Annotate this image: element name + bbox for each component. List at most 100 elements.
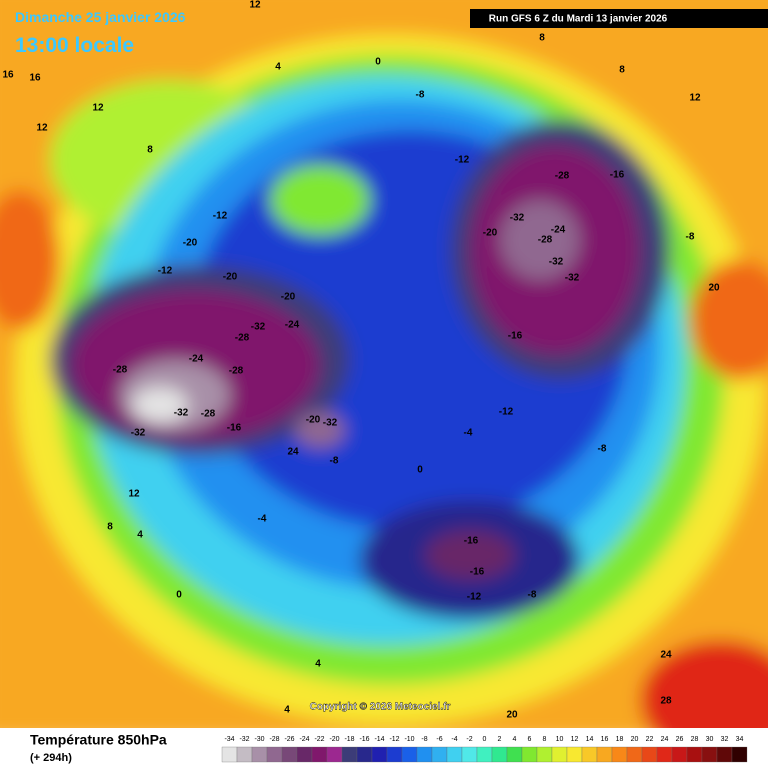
scale-label: -2: [466, 736, 472, 743]
scale-swatch: [236, 746, 253, 763]
contour-label: -28: [229, 366, 244, 377]
contour-label: -32: [174, 408, 189, 419]
scale-swatch: [461, 746, 478, 763]
contour-label: -16: [227, 423, 242, 434]
scale-swatch: [641, 746, 658, 763]
contour-label: 16: [2, 70, 14, 81]
scale-label: -22: [314, 736, 324, 743]
valid-time: 13:00 locale: [15, 34, 134, 57]
scale-swatch: [416, 746, 433, 763]
scale-swatch: [536, 746, 553, 763]
color-scale: -34 -32 -30 -28 -26 -24 -22 -20 -18 -16 -14 -12 -10-…: [221, 736, 748, 763]
contour-label: -4: [258, 514, 267, 525]
scale-swatch: [311, 746, 328, 763]
contour-label: -20: [306, 415, 321, 426]
scale-swatch: [296, 746, 313, 763]
contour-label: -12: [499, 407, 514, 418]
contour-label: -28: [555, 171, 570, 182]
scale-swatch: [446, 746, 463, 763]
contour-label: -4: [464, 428, 473, 439]
contour-label: -16: [610, 170, 625, 181]
contour-label: -32: [251, 322, 266, 333]
contour-label: 8: [619, 65, 625, 76]
scale-swatch: [686, 746, 703, 763]
scale-swatch: [431, 746, 448, 763]
contour-label: 8: [539, 33, 545, 44]
run-info: Run GFS 6 Z du Mardi 13 janvier 2026: [489, 14, 668, 25]
contour-label: -28: [235, 333, 250, 344]
contour-label: 20: [506, 710, 518, 721]
scale-label: 16: [601, 736, 609, 743]
scale-label: 18: [616, 736, 624, 743]
contour-label: 12: [689, 93, 701, 104]
contour-label: -20: [483, 228, 498, 239]
lead-time: (+ 294h): [30, 752, 72, 764]
scale-swatch: [521, 746, 538, 763]
scale-label: 14: [586, 736, 594, 743]
contour-label: 8: [147, 145, 153, 156]
scale-label: -24: [299, 736, 309, 743]
scale-swatch: [266, 746, 283, 763]
contour-label: -20: [223, 272, 238, 283]
valid-date: Dimanche 25 janvier 2026: [15, 9, 186, 25]
contour-label: -24: [189, 354, 204, 365]
scale-label: -12: [389, 736, 399, 743]
scale-label: 2: [498, 736, 502, 743]
contour-label: -8: [686, 232, 695, 243]
contour-label: -32: [510, 213, 525, 224]
scale-label: 0: [483, 736, 487, 743]
contour-label: -8: [598, 444, 607, 455]
scale-swatch: [371, 746, 388, 763]
contour-label: -32: [131, 428, 146, 439]
contour-label: -20: [183, 238, 198, 249]
contour-label: 16: [29, 73, 41, 84]
contour-label: 12: [249, 0, 261, 11]
scale-label: -8: [421, 736, 427, 743]
scale-swatch: [281, 746, 298, 763]
scale-swatch: [731, 746, 748, 763]
scale-label: -32: [239, 736, 249, 743]
scale-swatch: [356, 746, 373, 763]
scale-swatch: [596, 746, 613, 763]
contour-label: 12: [92, 103, 104, 114]
contour-label: 8: [107, 522, 113, 533]
contour-label: 12: [36, 123, 48, 134]
contour-label: -8: [416, 90, 425, 101]
contour-label: 28: [660, 696, 672, 707]
contour-label: -12: [455, 155, 470, 166]
scale-label: 20: [631, 736, 639, 743]
contour-label: -8: [528, 590, 537, 601]
scale-label: -30: [254, 736, 264, 743]
contour-label: -24: [551, 225, 566, 236]
scale-label: -28: [269, 736, 279, 743]
scale-swatch: [566, 746, 583, 763]
contour-label: -32: [323, 418, 338, 429]
contour-label: -24: [285, 320, 300, 331]
contour-label: 20: [708, 283, 720, 294]
scale-swatch: [476, 746, 493, 763]
contour-label: -16: [508, 331, 523, 342]
scale-swatch: [326, 746, 343, 763]
scale-label: 28: [691, 736, 699, 743]
scale-swatch: [611, 746, 628, 763]
contour-label: 4: [315, 659, 321, 670]
scale-label: 24: [661, 736, 669, 743]
scale-label: -10: [404, 736, 414, 743]
scale-label: 8: [543, 736, 547, 743]
scale-label: -16: [359, 736, 369, 743]
scale-label: 30: [706, 736, 714, 743]
contour-label: -16: [464, 536, 479, 547]
scale-label: -18: [344, 736, 354, 743]
scale-swatch: [386, 746, 403, 763]
scale-swatch: [701, 746, 718, 763]
copyright: Copyright © 2026 Meteociel.fr: [310, 702, 451, 713]
scale-swatch: [506, 746, 523, 763]
contour-label: 12: [128, 489, 140, 500]
scale-label: -20: [329, 736, 339, 743]
scale-swatch: [491, 746, 508, 763]
contour-label: 24: [660, 650, 672, 661]
contour-label: 4: [137, 530, 143, 541]
